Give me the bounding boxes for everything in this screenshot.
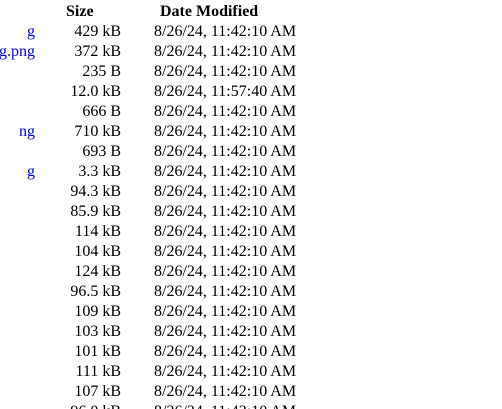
file-date-modified: 8/26/24, 11:42:10 AM (154, 63, 297, 80)
file-date-modified: 8/26/24, 11:42:10 AM (154, 363, 297, 380)
table-row: 124 kB 8/26/24, 11:42:10 AM (0, 262, 502, 282)
table-row: 111 kB 8/26/24, 11:42:10 AM (0, 362, 502, 382)
file-name-link[interactable]: ng (19, 123, 35, 140)
file-date-modified: 8/26/24, 11:42:10 AM (154, 402, 296, 409)
table-row: 96.0 kB 8/26/24, 11:42:10 AM (0, 402, 502, 409)
file-size: 710 kB (74, 123, 121, 140)
file-date-modified: 8/26/24, 11:42:10 AM (154, 23, 297, 40)
file-name-link[interactable]: g.png (0, 43, 35, 60)
file-size: 96.0 kB (70, 402, 121, 409)
table-row: g 429 kB 8/26/24, 11:42:10 AM (0, 22, 502, 42)
file-date-modified: 8/26/24, 11:42:10 AM (154, 223, 297, 240)
file-date-modified: 8/26/24, 11:42:10 AM (154, 263, 297, 280)
table-row: 666 B 8/26/24, 11:42:10 AM (0, 102, 502, 122)
file-size: 429 kB (74, 23, 121, 40)
table-row: 94.3 kB 8/26/24, 11:42:10 AM (0, 182, 502, 202)
table-row: 114 kB 8/26/24, 11:42:10 AM (0, 222, 502, 242)
file-date-modified: 8/26/24, 11:42:10 AM (154, 303, 297, 320)
header-row: Size Date Modified (0, 2, 502, 22)
file-size: 101 kB (74, 343, 121, 360)
file-name-link[interactable]: g (27, 23, 35, 40)
file-size: 693 B (82, 143, 121, 160)
size-column-header[interactable]: Size (66, 3, 94, 20)
table-row: 101 kB 8/26/24, 11:42:10 AM (0, 342, 502, 362)
file-size: 124 kB (74, 263, 121, 280)
file-date-modified: 8/26/24, 11:42:10 AM (154, 43, 297, 60)
file-date-modified: 8/26/24, 11:42:10 AM (154, 283, 297, 300)
file-date-modified: 8/26/24, 11:57:40 AM (154, 83, 297, 100)
table-row: 103 kB 8/26/24, 11:42:10 AM (0, 322, 502, 342)
file-date-modified: 8/26/24, 11:42:10 AM (154, 143, 297, 160)
table-row: 107 kB 8/26/24, 11:42:10 AM (0, 382, 502, 402)
file-date-modified: 8/26/24, 11:42:10 AM (154, 323, 297, 340)
file-size: 111 kB (75, 363, 121, 380)
table-row: 85.9 kB 8/26/24, 11:42:10 AM (0, 202, 502, 222)
file-size: 235 B (82, 63, 121, 80)
file-date-modified: 8/26/24, 11:42:10 AM (154, 343, 297, 360)
file-size: 85.9 kB (70, 203, 121, 220)
table-row: ng 710 kB 8/26/24, 11:42:10 AM (0, 122, 502, 142)
file-size: 94.3 kB (70, 183, 121, 200)
file-size: 666 B (82, 103, 121, 120)
file-date-modified: 8/26/24, 11:42:10 AM (154, 103, 297, 120)
file-date-modified: 8/26/24, 11:42:10 AM (154, 203, 297, 220)
file-size: 12.0 kB (70, 83, 121, 100)
table-row: g 3.3 kB 8/26/24, 11:42:10 AM (0, 162, 502, 182)
table-row: 235 B 8/26/24, 11:42:10 AM (0, 62, 502, 82)
table-row: 693 B 8/26/24, 11:42:10 AM (0, 142, 502, 162)
file-size: 96.5 kB (70, 283, 121, 300)
file-size: 3.3 kB (78, 163, 121, 180)
file-name-link[interactable]: g (27, 163, 35, 180)
table-row: 96.5 kB 8/26/24, 11:42:10 AM (0, 282, 502, 302)
table-row: 109 kB 8/26/24, 11:42:10 AM (0, 302, 502, 322)
file-size: 109 kB (74, 303, 121, 320)
file-size: 114 kB (74, 223, 121, 240)
file-date-modified: 8/26/24, 11:42:10 AM (154, 183, 297, 200)
table-row: 12.0 kB 8/26/24, 11:57:40 AM (0, 82, 502, 102)
file-date-modified: 8/26/24, 11:42:10 AM (154, 163, 297, 180)
file-date-modified: 8/26/24, 11:42:10 AM (154, 123, 297, 140)
date-modified-column-header[interactable]: Date Modified (160, 3, 259, 20)
file-date-modified: 8/26/24, 11:42:10 AM (154, 243, 297, 260)
file-date-modified: 8/26/24, 11:42:10 AM (154, 383, 297, 400)
file-size: 107 kB (74, 383, 121, 400)
file-size: 103 kB (74, 323, 121, 340)
file-size: 104 kB (74, 243, 121, 260)
table-row: 104 kB 8/26/24, 11:42:10 AM (0, 242, 502, 262)
table-row: g.png 372 kB 8/26/24, 11:42:10 AM (0, 42, 502, 62)
file-size: 372 kB (74, 43, 121, 60)
